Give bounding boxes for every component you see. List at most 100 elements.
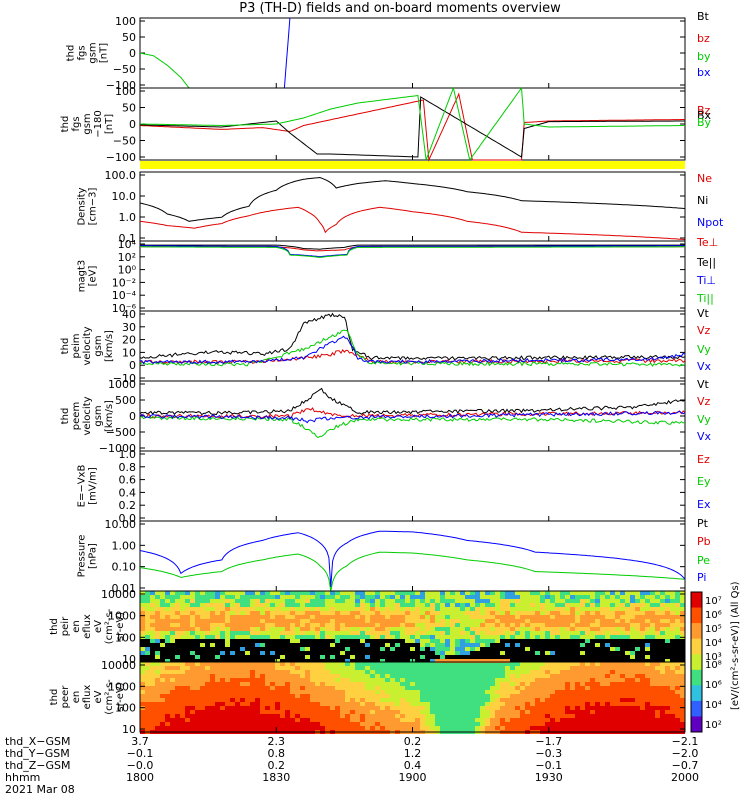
heatmap-cell bbox=[140, 611, 145, 615]
heatmap-cell bbox=[590, 670, 595, 674]
heatmap-cell bbox=[365, 682, 370, 686]
heatmap-cell bbox=[295, 631, 300, 635]
heatmap-cell bbox=[240, 718, 245, 722]
heatmap-cell bbox=[250, 726, 255, 730]
heatmap-cell bbox=[185, 718, 190, 722]
heatmap-cell bbox=[620, 635, 625, 639]
heatmap-cell bbox=[525, 726, 530, 730]
heatmap-cell bbox=[545, 698, 550, 702]
heatmap-cell bbox=[590, 651, 595, 655]
heatmap-cell bbox=[570, 718, 575, 722]
heatmap-cell bbox=[605, 603, 610, 607]
heatmap-cell bbox=[315, 706, 320, 710]
heatmap-cell bbox=[205, 651, 210, 655]
heatmap-cell bbox=[525, 690, 530, 694]
heatmap-cell bbox=[340, 643, 345, 647]
heatmap-cell bbox=[615, 639, 620, 643]
heatmap-cell bbox=[350, 670, 355, 674]
heatmap-cell bbox=[675, 655, 680, 659]
heatmap-cell bbox=[675, 651, 680, 655]
heatmap-cell bbox=[170, 678, 175, 682]
heatmap-cell bbox=[660, 595, 665, 599]
heatmap-cell bbox=[250, 670, 255, 674]
heatmap-cell bbox=[625, 694, 630, 698]
heatmap-cell bbox=[675, 690, 680, 694]
heatmap-cell bbox=[215, 655, 220, 659]
heatmap-cell bbox=[615, 710, 620, 714]
heatmap-cell bbox=[635, 627, 640, 631]
heatmap-cell bbox=[665, 662, 670, 666]
heatmap-cell bbox=[265, 686, 270, 690]
heatmap-cell bbox=[175, 655, 180, 659]
heatmap-cell bbox=[225, 670, 230, 674]
heatmap-cell bbox=[670, 651, 675, 655]
heatmap-cell bbox=[680, 694, 685, 698]
series-Pe bbox=[139, 551, 686, 592]
heatmap-cell bbox=[145, 643, 150, 647]
heatmap-cell bbox=[580, 674, 585, 678]
heatmap-cell bbox=[395, 690, 400, 694]
heatmap-cell bbox=[310, 643, 315, 647]
heatmap-cell bbox=[200, 599, 205, 603]
heatmap-cell bbox=[260, 639, 265, 643]
heatmap-cell bbox=[320, 599, 325, 603]
heatmap-cell bbox=[250, 674, 255, 678]
heatmap-cell bbox=[660, 615, 665, 619]
heatmap-cell bbox=[330, 666, 335, 670]
heatmap-cell bbox=[435, 714, 440, 718]
heatmap-cell bbox=[650, 694, 655, 698]
heatmap-cell bbox=[630, 678, 635, 682]
heatmap-cell bbox=[175, 599, 180, 603]
heatmap-cell bbox=[390, 615, 395, 619]
heatmap-cell bbox=[375, 718, 380, 722]
heatmap-cell bbox=[445, 706, 450, 710]
heatmap-cell bbox=[275, 702, 280, 706]
heatmap-cell bbox=[300, 670, 305, 674]
heatmap-cell bbox=[190, 595, 195, 599]
heatmap-cell bbox=[575, 690, 580, 694]
heatmap-cell bbox=[345, 627, 350, 631]
heatmap-cell bbox=[175, 690, 180, 694]
heatmap-cell bbox=[470, 603, 475, 607]
heatmap-cell bbox=[365, 698, 370, 702]
heatmap-cell bbox=[395, 655, 400, 659]
heatmap-cell bbox=[620, 615, 625, 619]
heatmap-cell bbox=[365, 706, 370, 710]
heatmap-cell bbox=[500, 623, 505, 627]
heatmap-cell bbox=[325, 607, 330, 611]
heatmap-cell bbox=[540, 662, 545, 666]
y-tick-label: 1.0 bbox=[119, 448, 137, 461]
heatmap-cell bbox=[170, 710, 175, 714]
heatmap-cell bbox=[295, 643, 300, 647]
heatmap-cell bbox=[410, 635, 415, 639]
heatmap-cell bbox=[660, 635, 665, 639]
heatmap-cell bbox=[515, 615, 520, 619]
heatmap-cell bbox=[575, 670, 580, 674]
heatmap-cell bbox=[445, 714, 450, 718]
heatmap-cell bbox=[665, 690, 670, 694]
heatmap-cell bbox=[625, 678, 630, 682]
heatmap-cell bbox=[610, 674, 615, 678]
heatmap-cell bbox=[220, 698, 225, 702]
y-axis-label: eflux bbox=[82, 614, 93, 639]
heatmap-cell bbox=[450, 599, 455, 603]
heatmap-cell bbox=[200, 678, 205, 682]
heatmap-cell bbox=[575, 698, 580, 702]
heatmap-cell bbox=[270, 722, 275, 726]
y-axis-label: [mV/m] bbox=[88, 467, 99, 505]
heatmap-cell bbox=[565, 651, 570, 655]
heatmap-cell bbox=[515, 611, 520, 615]
heatmap-cell bbox=[150, 718, 155, 722]
heatmap-cell bbox=[280, 599, 285, 603]
heatmap-cell bbox=[585, 591, 590, 595]
heatmap-cell bbox=[585, 670, 590, 674]
heatmap-cell bbox=[555, 607, 560, 611]
heatmap-cell bbox=[490, 718, 495, 722]
heatmap-cell bbox=[315, 702, 320, 706]
heatmap-cell bbox=[205, 662, 210, 666]
y-tick-label: 30 bbox=[122, 321, 136, 334]
heatmap-cell bbox=[175, 718, 180, 722]
heatmap-cell bbox=[405, 635, 410, 639]
panel-frame bbox=[139, 310, 686, 382]
heatmap-cell bbox=[525, 595, 530, 599]
